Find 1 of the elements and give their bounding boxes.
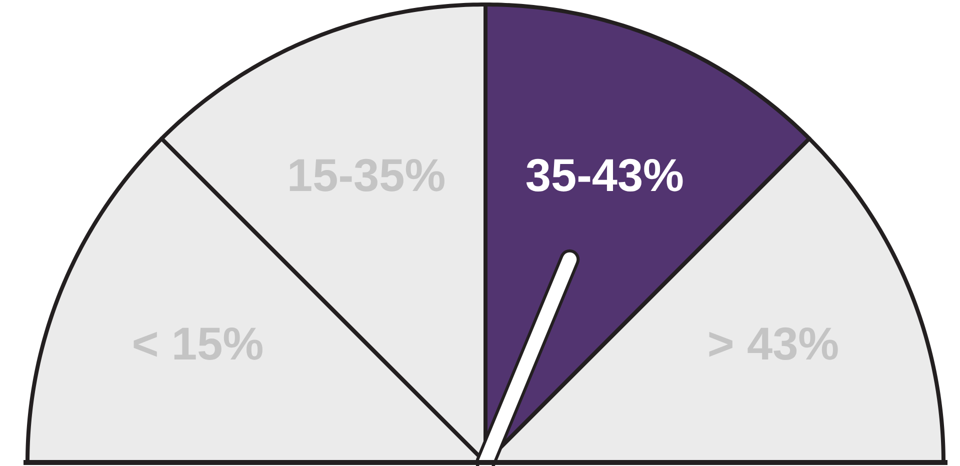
slice-label: 35-43% [525,148,684,201]
